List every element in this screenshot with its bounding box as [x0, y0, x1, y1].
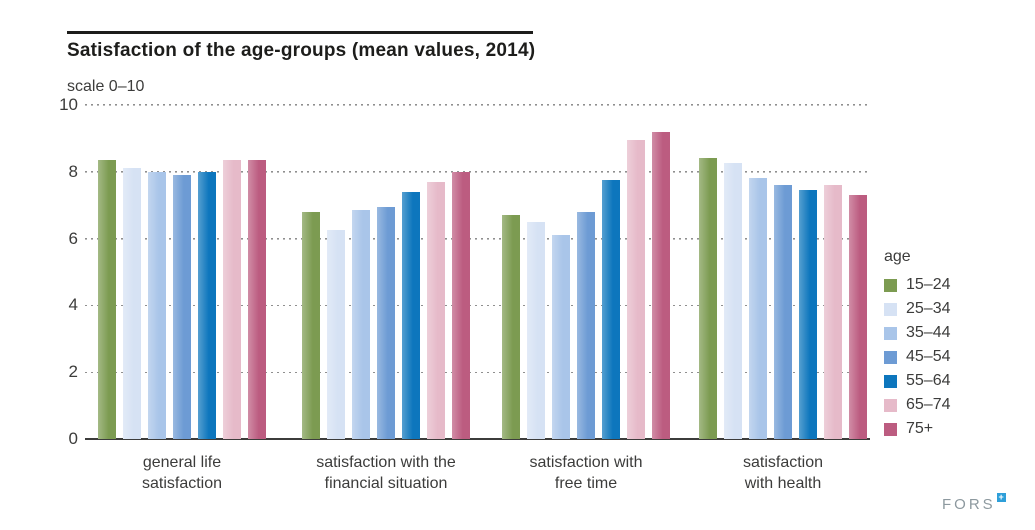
- bar-55–64-1: [198, 171, 216, 439]
- legend-item-45–54: 45–54: [884, 345, 1024, 369]
- scale-label: scale 0–10: [67, 78, 145, 95]
- bar-35–44-3: [552, 235, 570, 439]
- plot-area: [85, 104, 870, 440]
- bar-15–24-2: [302, 211, 320, 439]
- bar-group-2: [302, 105, 470, 439]
- title-rule: [67, 31, 533, 34]
- legend-label: 65–74: [906, 396, 951, 413]
- bar-group-4: [699, 105, 867, 439]
- legend-item-35–44: 35–44: [884, 321, 1024, 345]
- legend-label: 35–44: [906, 324, 951, 341]
- legend-label: 75+: [906, 420, 934, 437]
- legend-swatch-icon: [884, 374, 897, 388]
- fors-logo: FORS +: [942, 492, 1006, 513]
- bar-75+-3: [652, 131, 670, 439]
- legend-title: age: [884, 248, 911, 265]
- legend-swatch-icon: [884, 350, 897, 364]
- bar-25–34-4: [724, 163, 742, 439]
- legend-swatch-icon: [884, 278, 897, 292]
- bar-45–54-4: [774, 185, 792, 439]
- gridline-10: [85, 104, 870, 106]
- legend-label: 15–24: [906, 276, 951, 293]
- legend-label: 45–54: [906, 348, 951, 365]
- bar-65–74-2: [427, 181, 445, 439]
- category-label-2: satisfaction with the financial situation: [316, 454, 456, 492]
- bar-group-1: [98, 105, 266, 439]
- bar-55–64-3: [602, 180, 620, 439]
- y-tick-label-0: 0: [68, 429, 78, 448]
- x-axis-line: [85, 438, 870, 440]
- bar-65–74-4: [824, 185, 842, 439]
- legend-swatch-icon: [884, 422, 897, 436]
- bar-25–34-3: [527, 221, 545, 439]
- bar-55–64-4: [799, 190, 817, 439]
- legend-swatch-icon: [884, 302, 897, 316]
- bar-55–64-2: [402, 191, 420, 439]
- gridline-8: [85, 170, 870, 173]
- bar-35–44-4: [749, 178, 767, 439]
- bar-15–24-4: [699, 158, 717, 439]
- bar-75+-2: [452, 171, 470, 439]
- y-axis-ticks: 0 2 4 6 8 10: [28, 95, 78, 448]
- fors-logo-square-icon: +: [996, 492, 1006, 502]
- bar-25–34-2: [327, 230, 345, 439]
- gridline-2: [85, 371, 870, 374]
- gridline-6: [85, 237, 870, 240]
- legend-item-75+: 75+: [884, 417, 1024, 441]
- y-tick-label-10: 10: [59, 95, 78, 114]
- y-tick-label-2: 2: [68, 362, 78, 382]
- category-label-1: general life satisfaction: [141, 454, 223, 492]
- legend-swatch-icon: [884, 398, 897, 412]
- y-tick-label-4: 4: [68, 295, 78, 315]
- bar-15–24-1: [98, 160, 116, 439]
- y-tick-label-8: 8: [68, 161, 78, 181]
- bar-35–44-2: [352, 210, 370, 439]
- bar-15–24-3: [502, 215, 520, 439]
- fors-logo-text: FORS: [942, 496, 996, 513]
- bar-group-3: [502, 105, 670, 439]
- bar-45–54-2: [377, 206, 395, 439]
- bar-25–34-1: [123, 168, 141, 439]
- bar-65–74-3: [627, 140, 645, 439]
- legend-item-55–64: 55–64: [884, 369, 1024, 393]
- bar-45–54-1: [173, 175, 191, 439]
- category-label-3: satisfaction with free time: [529, 454, 643, 492]
- category-label-4: satisfaction with health: [742, 454, 824, 492]
- legend-item-25–34: 25–34: [884, 297, 1024, 321]
- bar-75+-1: [248, 160, 266, 439]
- chart-title: Satisfaction of the age-groups (mean val…: [67, 40, 536, 61]
- legend-item-65–74: 65–74: [884, 393, 1024, 417]
- bar-45–54-3: [577, 211, 595, 439]
- bar-75+-4: [849, 195, 867, 439]
- legend: age 15–24 25–34 35–44 45–54 55–64 65–74 75+: [884, 248, 1024, 441]
- legend-label: 25–34: [906, 300, 951, 317]
- bar-35–44-1: [148, 171, 166, 439]
- legend-label: 55–64: [906, 372, 951, 389]
- bar-65–74-1: [223, 160, 241, 439]
- y-tick-label-6: 6: [68, 228, 78, 248]
- legend-items: 15–24 25–34 35–44 45–54 55–64 65–74 75+: [884, 273, 1024, 441]
- legend-item-15–24: 15–24: [884, 273, 1024, 297]
- gridline-4: [85, 304, 870, 307]
- legend-swatch-icon: [884, 326, 897, 340]
